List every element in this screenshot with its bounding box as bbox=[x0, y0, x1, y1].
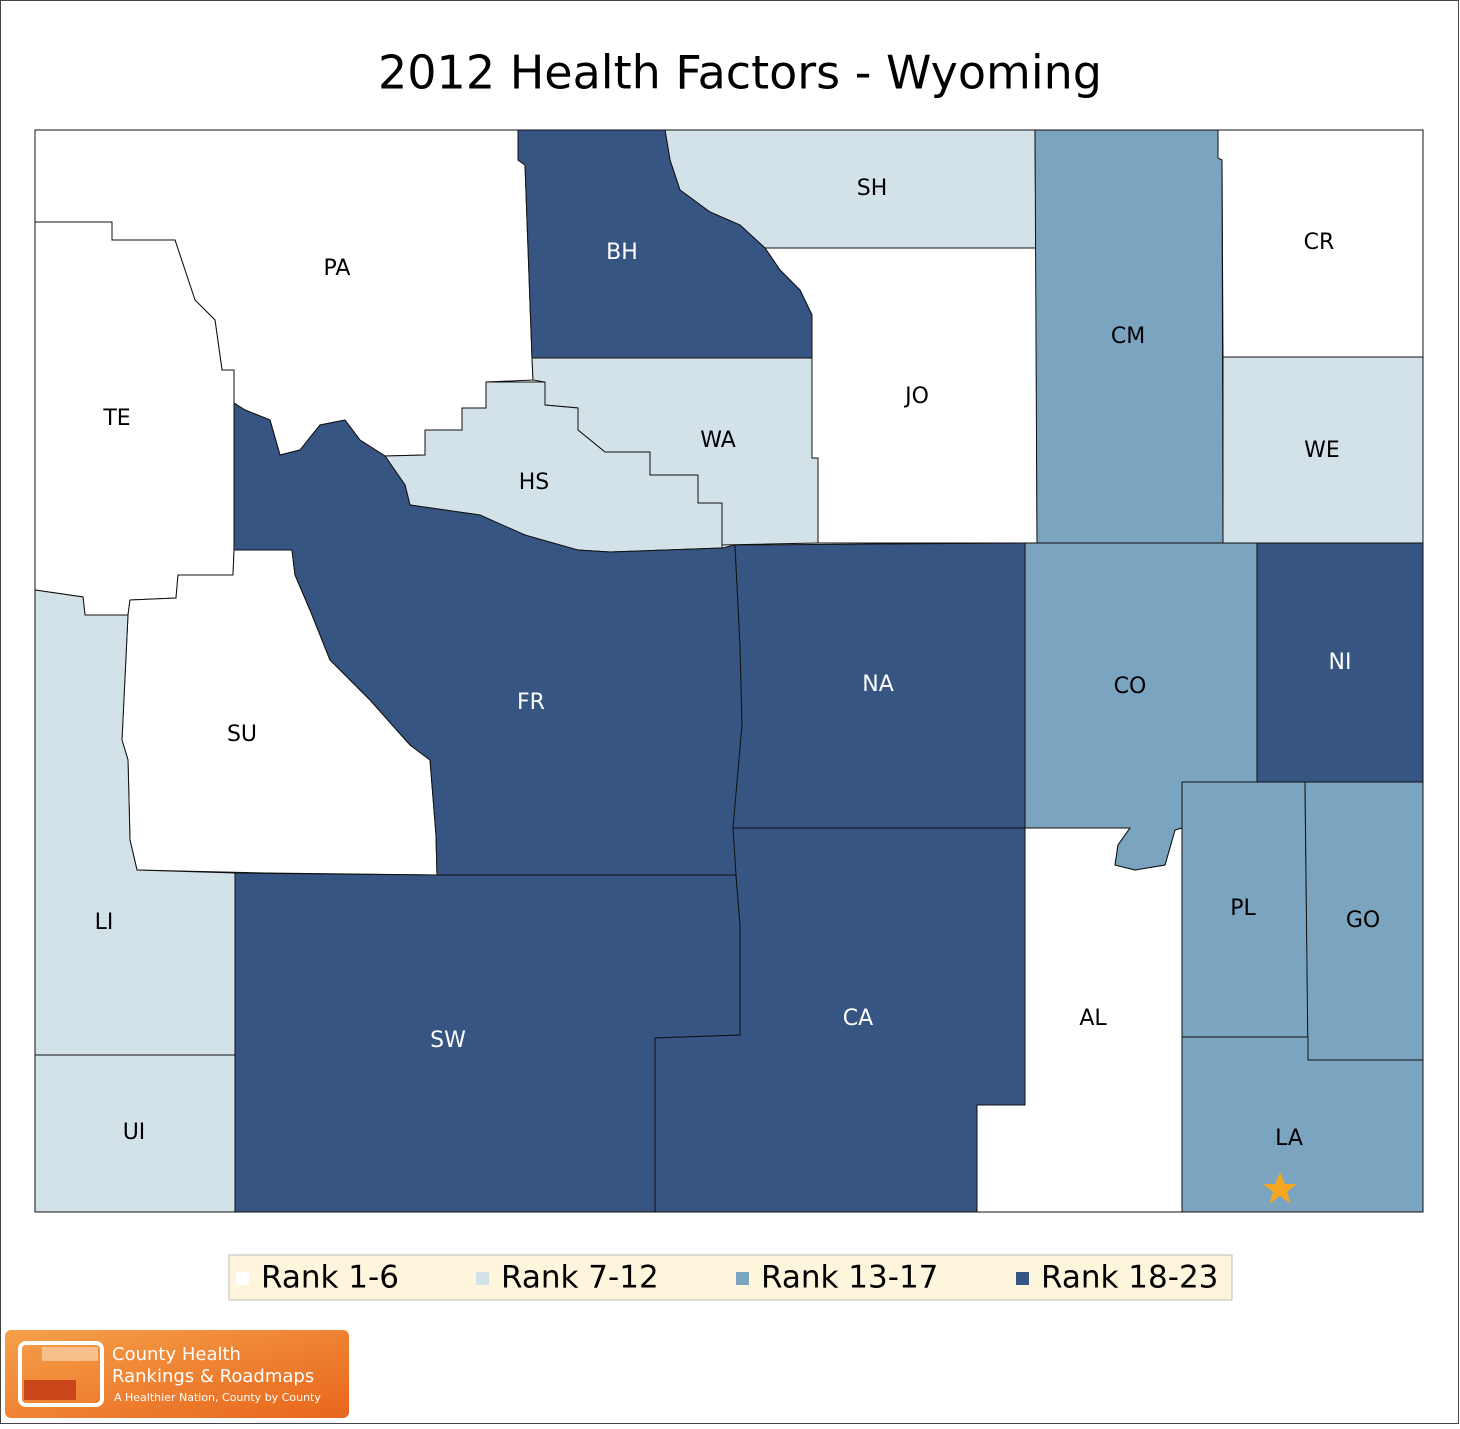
legend-swatch bbox=[736, 1272, 749, 1285]
county bbox=[1256, 542, 1424, 783]
legend-swatch bbox=[236, 1272, 249, 1285]
legend: Rank 1-6 Rank 7-12 Rank 13-17 Rank 18-23 bbox=[236, 1260, 1218, 1296]
county bbox=[233, 402, 743, 876]
county-label: CA bbox=[843, 1006, 873, 1031]
legend-swatch bbox=[1016, 1272, 1029, 1285]
county-label: CR bbox=[1304, 230, 1335, 255]
county-label: GO bbox=[1346, 908, 1380, 933]
county-label: SU bbox=[227, 722, 257, 747]
legend-label: Rank 1-6 bbox=[261, 1260, 399, 1296]
legend-box bbox=[228, 1254, 1233, 1301]
logo-icon bbox=[24, 1380, 76, 1400]
county-label: WA bbox=[700, 428, 736, 453]
county-label: WE bbox=[1304, 438, 1340, 463]
county-label: LI bbox=[95, 910, 114, 935]
county bbox=[1181, 1036, 1424, 1213]
county-label: TE bbox=[102, 406, 130, 431]
county-label: SW bbox=[430, 1028, 466, 1053]
county bbox=[654, 827, 1026, 1213]
county bbox=[517, 129, 813, 359]
logo-icon bbox=[42, 1347, 98, 1361]
logo-tagline: A Healthier Nation, County by County bbox=[114, 1391, 321, 1404]
county-label: SH bbox=[857, 176, 888, 201]
logo-line: Rankings & Roadmaps bbox=[112, 1366, 314, 1387]
county-label: NA bbox=[862, 672, 894, 697]
county-label: AL bbox=[1079, 1006, 1107, 1031]
county-label: UI bbox=[123, 1120, 146, 1145]
county-label: NI bbox=[1329, 650, 1352, 675]
logo-icon bbox=[18, 1341, 104, 1407]
county-label: PA bbox=[324, 256, 351, 281]
county-label: HS bbox=[519, 470, 550, 495]
county-label: LA bbox=[1275, 1126, 1303, 1151]
legend-label: Rank 13-17 bbox=[761, 1260, 938, 1296]
county-label: CO bbox=[1114, 674, 1147, 699]
county-label: JO bbox=[903, 384, 929, 409]
county-label: BH bbox=[606, 240, 638, 265]
capital-star bbox=[1263, 1172, 1297, 1204]
legend-label: Rank 18-23 bbox=[1041, 1260, 1218, 1296]
county-label: FR bbox=[517, 690, 545, 715]
logo: County Health Rankings & Roadmaps A Heal… bbox=[5, 1330, 349, 1418]
logo-line: County Health bbox=[112, 1344, 241, 1365]
map-title: 2012 Health Factors - Wyoming bbox=[378, 46, 1102, 100]
legend-swatch bbox=[476, 1272, 489, 1285]
legend-label: Rank 7-12 bbox=[501, 1260, 659, 1296]
county-label: PL bbox=[1230, 896, 1256, 921]
county-label: CM bbox=[1111, 324, 1145, 349]
counties: PA TE SU JO CR AL SH WA HS WE LI UI CM CO PL GO LA BH FR NA… bbox=[34, 129, 1424, 1213]
